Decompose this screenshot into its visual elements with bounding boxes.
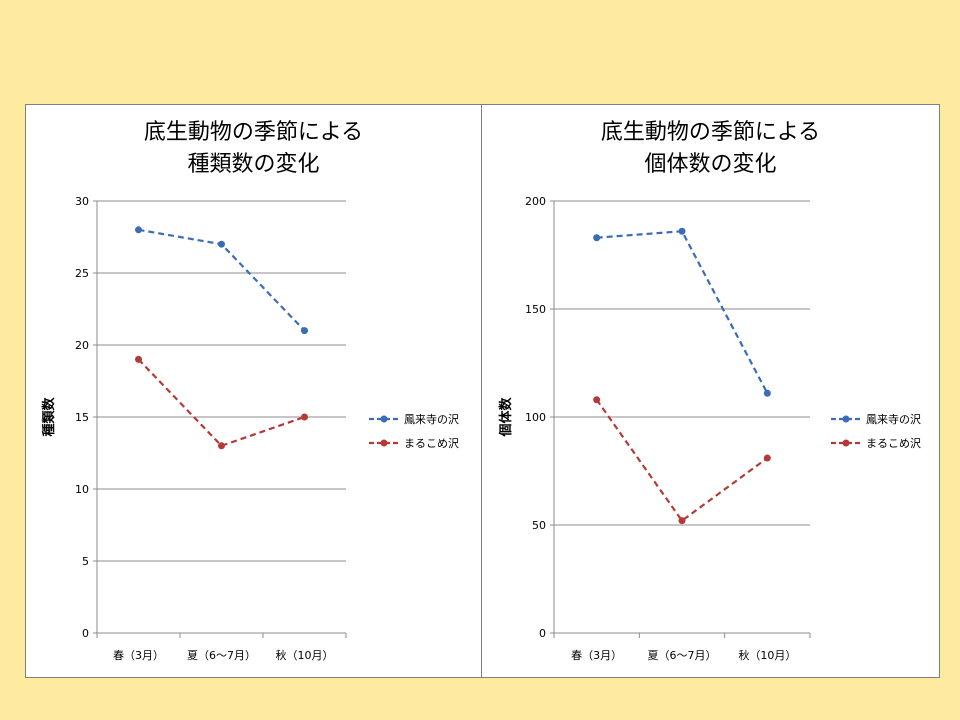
data-point [678,517,686,525]
y-tick-label: 15 [75,411,89,424]
data-point [678,227,686,235]
series-line [596,230,769,394]
x-tick-label: 春（3月） [113,649,164,662]
y-tick-label: 100 [525,411,546,424]
x-tick-label: 夏（6〜7月） [648,649,717,662]
y-tick-label: 10 [75,483,89,496]
chart-panel-individuals: 底生動物の季節による 個体数の変化 0 50 100 150 200 春（3月） 夏（6〜7… [481,104,940,678]
chart-title-line-2: 種類数の変化 [187,152,320,177]
y-tick-label: 0 [82,627,89,640]
y-tick-label: 30 [75,195,89,208]
series-line [137,358,305,448]
data-point [763,389,771,397]
data-point [763,454,771,462]
y-tick-label: 150 [525,303,546,316]
data-point [135,355,142,363]
x-tick-label: 秋（10月） [276,648,334,662]
y-tick-label: 50 [532,519,546,532]
chart-title-line-2: 個体数の変化 [644,152,777,177]
chart-title: 底生動物の季節による 個体数の変化 [482,117,939,181]
legend-label: 鳳来寺の沢 [404,412,459,426]
legend-swatch-marker [842,439,850,447]
x-tick-label: 春（3月） [571,649,622,662]
y-tick-label: 5 [82,555,89,568]
y-tick-label: 200 [525,195,546,208]
legend-swatch-marker [380,415,388,423]
line-chart-species: 0 5 10 15 20 25 30 春（3月） 夏（6〜7月） 秋（10月） 種類数 鳳来寺の沢まる… [41,195,459,662]
chart-panel-species: 底生動物の季節による 種類数の変化 0 5 10 15 20 25 30 春（3月） 夏（6〜7… [25,104,482,678]
y-tick-label: 0 [539,627,546,640]
legend-swatch-marker [380,439,388,447]
legend-label: 鳳来寺の沢 [866,412,921,426]
chart-title: 底生動物の季節による 種類数の変化 [26,117,481,181]
y-tick-label: 25 [75,267,89,280]
y-axis-label: 個体数 [498,397,514,438]
x-tick-label: 夏（6〜7月） [187,649,256,662]
data-point [218,442,225,450]
data-point [301,413,308,421]
y-tick-label: 20 [75,339,89,352]
data-point [593,234,601,242]
line-chart-individuals: 0 50 100 150 200 春（3月） 夏（6〜7月） 秋（10月） 個体数 鳳来寺の沢まる… [498,195,921,662]
data-point [135,226,142,234]
data-point [593,396,601,404]
data-point [301,327,308,335]
legend-swatch-marker [842,415,850,423]
legend-label: まるこめ沢 [866,436,921,450]
legend-label: まるこめ沢 [404,436,459,450]
y-axis-label: 種類数 [41,397,57,437]
x-tick-label: 秋（10月） [738,648,796,662]
chart-title-line-1: 底生動物の季節による [143,120,364,145]
series-line [595,399,768,523]
data-point [218,240,225,248]
chart-title-line-1: 底生動物の季節による [600,120,821,145]
